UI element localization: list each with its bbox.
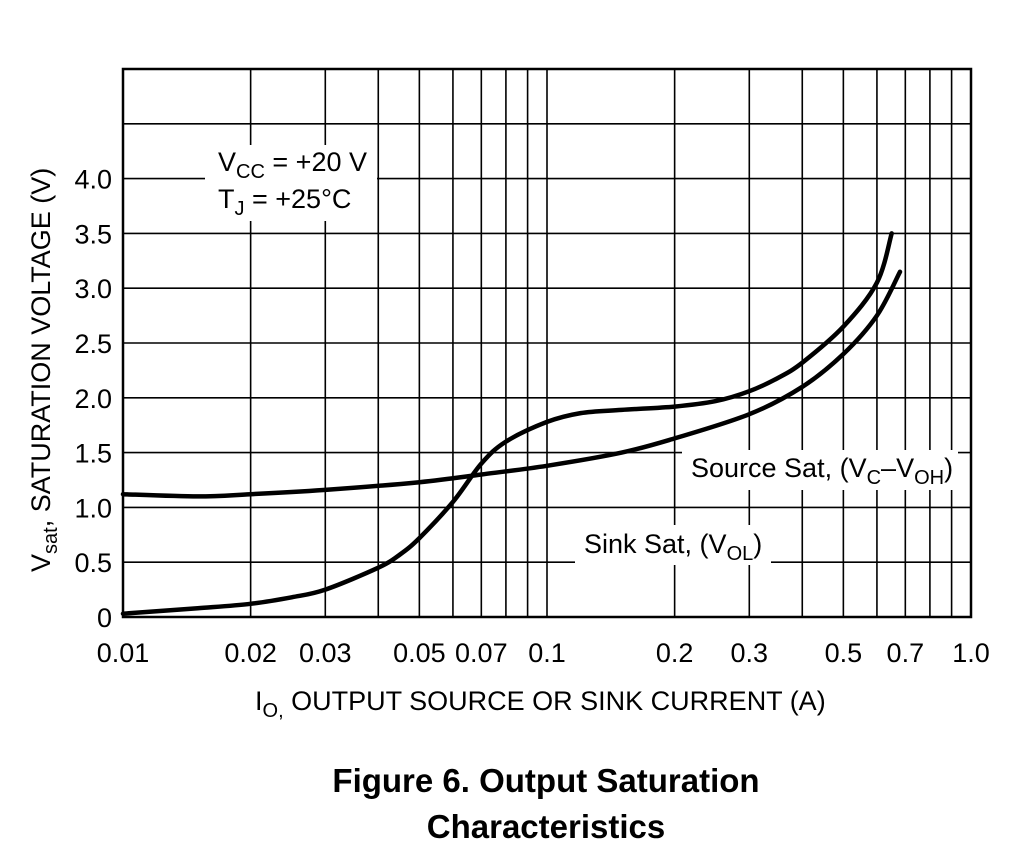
source-label-box xyxy=(682,450,958,490)
x-tick-label: 0.2 xyxy=(656,638,694,668)
sink-label-box xyxy=(575,525,771,565)
condition-vcc: VCC = +20 V xyxy=(218,147,367,183)
condition-tj: TJ = +25°C xyxy=(218,184,351,220)
sink-sat-curve xyxy=(120,231,894,616)
x-tick-label: 0.05 xyxy=(393,638,446,668)
figure-caption-line1: Figure 6. Output Saturation xyxy=(332,762,760,799)
y-tick-label: 1.0 xyxy=(74,493,112,523)
conditions-box xyxy=(205,145,377,221)
x-axis-title: IO, OUTPUT SOURCE OR SINK CURRENT (A) xyxy=(255,686,826,722)
x-tick-label: 0.7 xyxy=(887,638,925,668)
x-tick-label: 0.01 xyxy=(97,638,150,668)
series-group xyxy=(120,231,903,616)
y-tick-label: 4.0 xyxy=(74,165,112,195)
grid-lines xyxy=(123,69,971,617)
y-tick-label: 0.5 xyxy=(74,548,112,578)
x-tick-label: 0.3 xyxy=(731,638,769,668)
y-tick-label: 3.0 xyxy=(74,274,112,304)
x-tick-label: 0.07 xyxy=(455,638,508,668)
x-tick-labels: 0.01 0.02 0.03 0.05 0.07 0.1 0.2 0.3 0.5 0.7 1.0 xyxy=(97,638,990,668)
sink-sat-label: Sink Sat, (VOL) xyxy=(584,529,762,565)
figure-caption-line2: Characteristics xyxy=(426,808,666,845)
plot-frame xyxy=(121,67,973,619)
x-tick-label: 1.0 xyxy=(952,638,990,668)
x-tick-label: 0.5 xyxy=(825,638,863,668)
source-sat-label: Source Sat, (VC–VOH) xyxy=(691,453,953,489)
y-tick-label: 3.5 xyxy=(74,219,112,249)
y-axis-title: Vsat, SATURATION VOLTAGE (V) xyxy=(26,168,62,572)
y-tick-label: 2.5 xyxy=(74,329,112,359)
y-tick-label: 1.5 xyxy=(74,439,112,469)
y-tick-label: 2.0 xyxy=(74,384,112,414)
y-tick-labels: 0 0.5 1.0 1.5 2.0 2.5 3.0 3.5 4.0 xyxy=(74,165,112,633)
source-sat-curve xyxy=(120,269,903,499)
x-tick-label: 0.1 xyxy=(528,638,566,668)
y-tick-label: 0 xyxy=(97,603,112,633)
x-tick-label: 0.02 xyxy=(224,638,277,668)
x-tick-label: 0.03 xyxy=(299,638,352,668)
